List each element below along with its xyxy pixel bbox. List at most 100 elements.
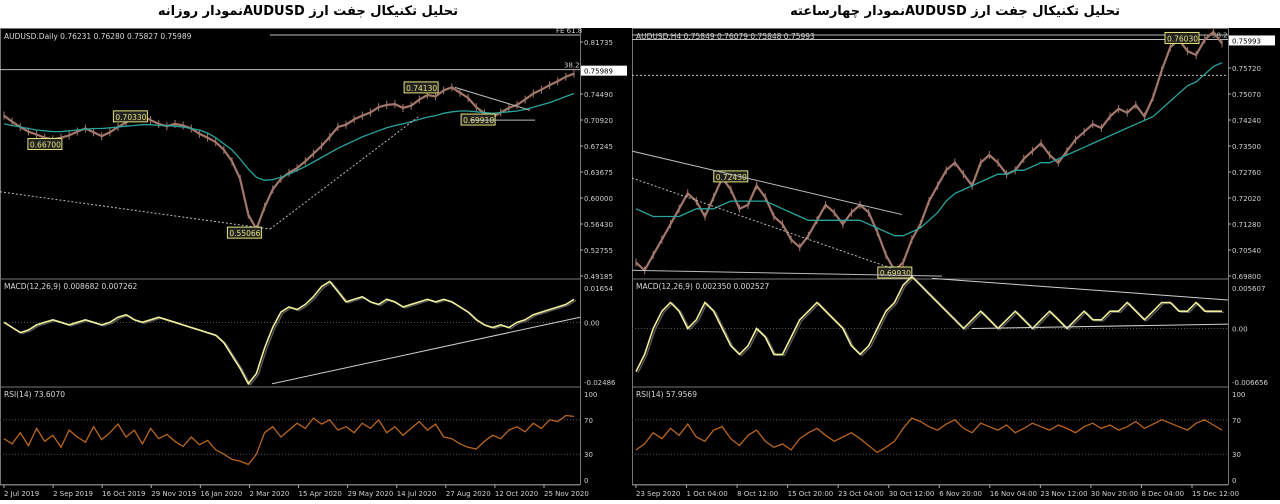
price-tick-label: 0.70540 xyxy=(1232,247,1261,255)
price-tick-label: 0.75720 xyxy=(1232,65,1261,73)
price-annotation-label: 0.66700 xyxy=(30,141,61,150)
trendline-dotted xyxy=(269,115,421,230)
time-tick-label: 29 Nov 2019 xyxy=(151,490,196,498)
price-annotation-label: 0.70330 xyxy=(115,113,146,122)
price-annotation-box xyxy=(1164,31,1200,44)
daily-chart-svg: 0.817350.781650.744900.709200.672450.636… xyxy=(0,27,627,498)
moving-average-line xyxy=(635,62,1223,237)
time-tick-label: 16 Nov 04:00 xyxy=(990,490,1037,498)
trendline-dotted xyxy=(631,177,893,269)
time-tick-label: 15 Apr 2020 xyxy=(299,490,342,498)
rsi-tick-label: 70 xyxy=(584,417,593,425)
macd-tick-label: 0.00 xyxy=(1232,325,1248,333)
price-annotation-box xyxy=(877,266,913,279)
price-series xyxy=(635,30,1223,273)
time-tick-label: 15 Dec 12:00 xyxy=(1192,490,1239,498)
h4-chart-title: تحلیل تکنیکال جفت ارز AUDUSDنمودار چهارس… xyxy=(790,4,1120,19)
price-tick-label: 0.81735 xyxy=(584,39,613,47)
macd-tick-label: -0.02486 xyxy=(584,379,616,387)
time-tick-label: 30 Oct 12:00 xyxy=(889,490,935,498)
trendline xyxy=(454,86,531,111)
moving-average-line xyxy=(3,92,575,181)
rsi-line xyxy=(3,414,575,466)
price-annotation-label: 0.69930 xyxy=(880,269,911,278)
plot-frame xyxy=(632,28,1229,485)
time-tick-label: 8 Oct 12:00 xyxy=(737,490,778,498)
price-tick-label: 0.73500 xyxy=(1232,143,1261,151)
time-tick-label: 2 Mar 2020 xyxy=(249,490,289,498)
trendline-dotted xyxy=(0,191,271,230)
price-tick-label: 0.67245 xyxy=(584,143,613,151)
macd-signal-line xyxy=(637,276,1224,374)
time-tick-label: 25 Nov 2020 xyxy=(544,490,589,498)
time-tick-label: 2 Jul 2019 xyxy=(4,490,39,498)
price-tick-label: 0.69800 xyxy=(1232,273,1261,281)
price-annotation-label: 0.74130 xyxy=(406,84,437,93)
current-price-label: 0.75989 xyxy=(584,68,613,76)
rsi-header: RSI(14) 57.9569 xyxy=(636,390,697,399)
price-tick-label: 0.52755 xyxy=(584,247,613,255)
price-tick-label: 0.56430 xyxy=(584,221,613,229)
macd-tick-label: 0.005607 xyxy=(1232,285,1265,293)
macd-header: MACD(12,26,9) 0.008682 0.007262 xyxy=(4,282,138,291)
chart-header: AUDUSD.H4 0.75849 0.76079 0.75848 0.7599… xyxy=(636,32,815,41)
time-tick-label: 8 Dec 04:00 xyxy=(1141,490,1184,498)
price-annotation-box xyxy=(112,110,148,123)
price-annotation-label: 0.76030 xyxy=(1167,34,1198,43)
price-tick-label: 0.71280 xyxy=(1232,221,1261,229)
time-tick-label: 14 Jul 2020 xyxy=(397,490,437,498)
price-annotation-label: 0.55066 xyxy=(229,229,260,238)
rsi-tick-label: 70 xyxy=(1232,417,1241,425)
price-tick-label: 0.75070 xyxy=(1232,91,1261,99)
rsi-tick-label: 100 xyxy=(584,391,597,399)
price-tick-label: 0.72020 xyxy=(1232,195,1261,203)
chart-header: AUDUSD.Daily 0.76231 0.76280 0.75827 0.7… xyxy=(4,32,192,41)
time-tick-label: 16 Jan 2020 xyxy=(200,490,242,498)
rsi-tick-label: 30 xyxy=(1232,451,1241,459)
trendline xyxy=(631,150,903,216)
current-price-box xyxy=(1229,35,1275,46)
time-tick-label: 1 Oct 04:00 xyxy=(687,490,728,498)
price-tick-label: 0.60000 xyxy=(584,195,613,203)
price-annotation-box xyxy=(460,113,496,126)
plot-frame xyxy=(0,28,581,485)
rsi-tick-label: 100 xyxy=(1232,391,1245,399)
fib-level-label: 38.2 xyxy=(1212,31,1228,39)
fib-extension-label: FE 61.8 xyxy=(556,28,582,35)
macd-trendline xyxy=(971,323,1229,329)
rsi-header: RSI(14) 73.6070 xyxy=(4,390,65,399)
price-tick-label: 0.74490 xyxy=(584,91,613,99)
macd-line xyxy=(635,275,1222,373)
price-tick-label: 0.74240 xyxy=(1232,117,1261,125)
time-tick-label: 27 Aug 2020 xyxy=(446,490,491,498)
macd-line xyxy=(3,280,575,386)
time-tick-label: 12 Oct 2020 xyxy=(495,490,538,498)
time-tick-label: 23 Sep 2020 xyxy=(636,490,680,498)
fib-level-label: 38.2 xyxy=(564,62,580,70)
price-annotation-box xyxy=(27,138,63,151)
macd-tick-label: 0.01654 xyxy=(584,285,613,293)
time-tick-label: 2 Sep 2019 xyxy=(53,490,93,498)
macd-signal-line xyxy=(5,281,577,387)
macd-trendline xyxy=(271,316,581,385)
price-tick-label: 0.63675 xyxy=(584,169,613,177)
price-annotation-box xyxy=(403,81,439,94)
time-tick-label: 29 May 2020 xyxy=(348,490,394,498)
rsi-tick-label: 0 xyxy=(1232,477,1236,485)
current-price-label: 0.75993 xyxy=(1232,37,1261,45)
time-tick-label: 15 Oct 20:00 xyxy=(788,490,834,498)
rsi-tick-label: 30 xyxy=(584,451,593,459)
rsi-tick-label: 0 xyxy=(584,477,588,485)
h4-chart-panel[interactable]: 0.762000.757200.750700.742400.735000.727… xyxy=(631,27,1280,500)
trendline xyxy=(631,269,943,277)
macd-trendline xyxy=(931,277,1229,301)
macd-tick-label: -0.006656 xyxy=(1232,379,1268,387)
price-annotation-box xyxy=(713,170,749,183)
current-price-box xyxy=(581,65,627,76)
daily-chart-panel[interactable]: 0.817350.781650.744900.709200.672450.636… xyxy=(0,27,632,500)
macd-header: MACD(12,26,9) 0.002350 0.002527 xyxy=(636,282,770,291)
time-tick-label: 6 Nov 20:00 xyxy=(939,490,982,498)
price-series xyxy=(3,72,575,232)
time-tick-label: 16 Oct 2019 xyxy=(102,490,145,498)
price-annotation-label: 0.72430 xyxy=(716,173,747,182)
